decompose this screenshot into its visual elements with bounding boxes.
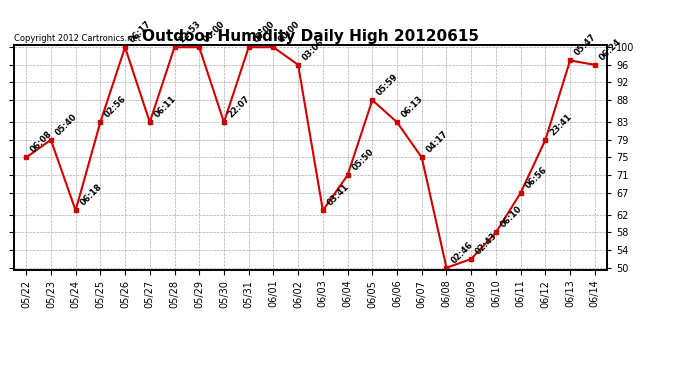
Text: 02:43: 02:43 — [474, 231, 499, 256]
Text: 06:24: 06:24 — [598, 37, 623, 62]
Text: Copyright 2012 Cartronics.net: Copyright 2012 Cartronics.net — [14, 34, 141, 43]
Text: 23:41: 23:41 — [548, 112, 573, 137]
Text: 00:00: 00:00 — [202, 20, 227, 44]
Text: 00:00: 00:00 — [251, 20, 277, 44]
Text: 06:56: 06:56 — [524, 165, 549, 190]
Title: Outdoor Humidity Daily High 20120615: Outdoor Humidity Daily High 20120615 — [142, 29, 479, 44]
Text: 05:47: 05:47 — [573, 33, 598, 58]
Text: 03:06: 03:06 — [301, 37, 326, 62]
Text: 03:41: 03:41 — [326, 183, 351, 208]
Text: 06:13: 06:13 — [400, 94, 425, 119]
Text: 22:07: 22:07 — [227, 94, 252, 119]
Text: 06:10: 06:10 — [499, 204, 524, 230]
Text: 06:17: 06:17 — [128, 19, 153, 44]
Text: 06:08: 06:08 — [29, 130, 54, 155]
Text: 22:53: 22:53 — [177, 19, 203, 44]
Text: 06:18: 06:18 — [79, 183, 103, 208]
Text: 05:50: 05:50 — [351, 147, 375, 172]
Text: 02:46: 02:46 — [449, 240, 475, 265]
Text: 05:59: 05:59 — [375, 72, 400, 98]
Text: 05:40: 05:40 — [54, 112, 79, 137]
Text: 00:00: 00:00 — [276, 20, 302, 44]
Text: 06:11: 06:11 — [152, 94, 178, 119]
Text: 02:56: 02:56 — [103, 94, 128, 119]
Text: 04:17: 04:17 — [424, 129, 450, 155]
